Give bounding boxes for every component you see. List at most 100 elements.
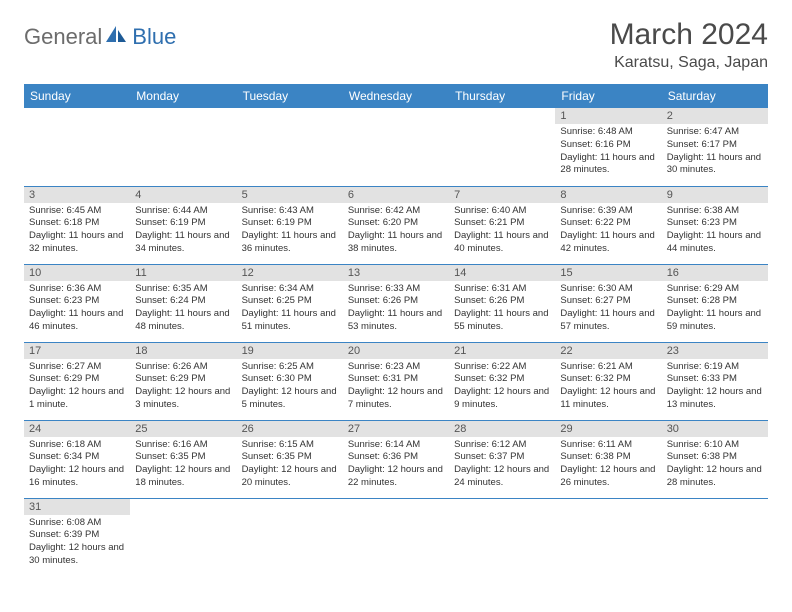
calendar-cell: 7Sunrise: 6:40 AMSunset: 6:21 PMDaylight… [449, 186, 555, 264]
calendar-week-row: 24Sunrise: 6:18 AMSunset: 6:34 PMDayligh… [24, 420, 768, 498]
daylight-text: Daylight: 11 hours and 55 minutes. [454, 308, 550, 334]
day-body: Sunrise: 6:48 AMSunset: 6:16 PMDaylight:… [555, 124, 661, 180]
day-body: Sunrise: 6:22 AMSunset: 6:32 PMDaylight:… [449, 359, 555, 415]
sunset-text: Sunset: 6:23 PM [667, 217, 763, 230]
daylight-text: Daylight: 12 hours and 20 minutes. [242, 464, 338, 490]
calendar-cell: 25Sunrise: 6:16 AMSunset: 6:35 PMDayligh… [130, 420, 236, 498]
day-body: Sunrise: 6:18 AMSunset: 6:34 PMDaylight:… [24, 437, 130, 493]
weekday-header: Sunday [24, 84, 130, 108]
sunset-text: Sunset: 6:27 PM [560, 295, 656, 308]
sunrise-text: Sunrise: 6:11 AM [560, 439, 656, 452]
sunset-text: Sunset: 6:33 PM [667, 373, 763, 386]
day-number: 24 [24, 421, 130, 437]
day-body: Sunrise: 6:27 AMSunset: 6:29 PMDaylight:… [24, 359, 130, 415]
calendar-cell: 22Sunrise: 6:21 AMSunset: 6:32 PMDayligh… [555, 342, 661, 420]
day-number: 4 [130, 187, 236, 203]
sunrise-text: Sunrise: 6:38 AM [667, 205, 763, 218]
daylight-text: Daylight: 12 hours and 5 minutes. [242, 386, 338, 412]
sunset-text: Sunset: 6:35 PM [242, 451, 338, 464]
sunrise-text: Sunrise: 6:43 AM [242, 205, 338, 218]
sunrise-text: Sunrise: 6:36 AM [29, 283, 125, 296]
weekday-header: Monday [130, 84, 236, 108]
sunrise-text: Sunrise: 6:12 AM [454, 439, 550, 452]
daylight-text: Daylight: 11 hours and 28 minutes. [560, 152, 656, 178]
calendar-table: Sunday Monday Tuesday Wednesday Thursday… [24, 84, 768, 576]
calendar-cell [449, 108, 555, 186]
day-body: Sunrise: 6:42 AMSunset: 6:20 PMDaylight:… [343, 203, 449, 259]
logo-text-blue: Blue [132, 24, 176, 50]
day-number: 26 [237, 421, 343, 437]
daylight-text: Daylight: 11 hours and 48 minutes. [135, 308, 231, 334]
daylight-text: Daylight: 12 hours and 28 minutes. [667, 464, 763, 490]
daylight-text: Daylight: 12 hours and 22 minutes. [348, 464, 444, 490]
day-body: Sunrise: 6:30 AMSunset: 6:27 PMDaylight:… [555, 281, 661, 337]
sunset-text: Sunset: 6:29 PM [29, 373, 125, 386]
calendar-week-row: 31Sunrise: 6:08 AMSunset: 6:39 PMDayligh… [24, 498, 768, 576]
sunrise-text: Sunrise: 6:22 AM [454, 361, 550, 374]
daylight-text: Daylight: 11 hours and 30 minutes. [667, 152, 763, 178]
sunrise-text: Sunrise: 6:18 AM [29, 439, 125, 452]
sunset-text: Sunset: 6:25 PM [242, 295, 338, 308]
sunset-text: Sunset: 6:35 PM [135, 451, 231, 464]
day-body: Sunrise: 6:34 AMSunset: 6:25 PMDaylight:… [237, 281, 343, 337]
day-body: Sunrise: 6:40 AMSunset: 6:21 PMDaylight:… [449, 203, 555, 259]
day-body: Sunrise: 6:31 AMSunset: 6:26 PMDaylight:… [449, 281, 555, 337]
sunrise-text: Sunrise: 6:27 AM [29, 361, 125, 374]
daylight-text: Daylight: 11 hours and 44 minutes. [667, 230, 763, 256]
weekday-header: Thursday [449, 84, 555, 108]
sunrise-text: Sunrise: 6:29 AM [667, 283, 763, 296]
daylight-text: Daylight: 11 hours and 59 minutes. [667, 308, 763, 334]
daylight-text: Daylight: 12 hours and 1 minute. [29, 386, 125, 412]
sunrise-text: Sunrise: 6:47 AM [667, 126, 763, 139]
calendar-cell: 31Sunrise: 6:08 AMSunset: 6:39 PMDayligh… [24, 498, 130, 576]
location-label: Karatsu, Saga, Japan [610, 54, 768, 72]
daylight-text: Daylight: 12 hours and 13 minutes. [667, 386, 763, 412]
sunset-text: Sunset: 6:37 PM [454, 451, 550, 464]
daylight-text: Daylight: 11 hours and 53 minutes. [348, 308, 444, 334]
day-number: 16 [662, 265, 768, 281]
daylight-text: Daylight: 11 hours and 42 minutes. [560, 230, 656, 256]
daylight-text: Daylight: 12 hours and 7 minutes. [348, 386, 444, 412]
day-number: 5 [237, 187, 343, 203]
day-number: 19 [237, 343, 343, 359]
daylight-text: Daylight: 12 hours and 30 minutes. [29, 542, 125, 568]
daylight-text: Daylight: 11 hours and 46 minutes. [29, 308, 125, 334]
sunrise-text: Sunrise: 6:08 AM [29, 517, 125, 530]
calendar-cell: 26 Sunrise: 6:15 AMSunset: 6:35 PMDayligh… [237, 420, 343, 498]
daylight-text: Daylight: 11 hours and 51 minutes. [242, 308, 338, 334]
day-number: 23 [662, 343, 768, 359]
day-number: 21 [449, 343, 555, 359]
day-body: Sunrise: 6:16 AMSunset: 6:35 PMDaylight:… [130, 437, 236, 493]
day-body: Sunrise: 6:21 AMSunset: 6:32 PMDaylight:… [555, 359, 661, 415]
sunrise-text: Sunrise: 6:15 AM [242, 439, 338, 452]
day-number: 27 [343, 421, 449, 437]
calendar-cell: 19Sunrise: 6:25 AMSunset: 6:30 PMDayligh… [237, 342, 343, 420]
weekday-header-row: Sunday Monday Tuesday Wednesday Thursday… [24, 84, 768, 108]
day-body: Sunrise: 6:23 AMSunset: 6:31 PMDaylight:… [343, 359, 449, 415]
calendar-week-row: 10Sunrise: 6:36 AMSunset: 6:23 PMDayligh… [24, 264, 768, 342]
sunset-text: Sunset: 6:26 PM [348, 295, 444, 308]
day-number: 17 [24, 343, 130, 359]
day-body: Sunrise: 6:36 AMSunset: 6:23 PMDaylight:… [24, 281, 130, 337]
logo: General Blue [24, 24, 176, 50]
calendar-body: 1Sunrise: 6:48 AMSunset: 6:16 PMDaylight… [24, 108, 768, 576]
sunrise-text: Sunrise: 6:45 AM [29, 205, 125, 218]
day-number: 18 [130, 343, 236, 359]
day-number: 9 [662, 187, 768, 203]
day-body: Sunrise: 6:38 AMSunset: 6:23 PMDaylight:… [662, 203, 768, 259]
day-number: 7 [449, 187, 555, 203]
calendar-cell: 30Sunrise: 6:10 AMSunset: 6:38 PMDayligh… [662, 420, 768, 498]
calendar-cell: 3Sunrise: 6:45 AMSunset: 6:18 PMDaylight… [24, 186, 130, 264]
sunset-text: Sunset: 6:21 PM [454, 217, 550, 230]
sunset-text: Sunset: 6:39 PM [29, 529, 125, 542]
daylight-text: Daylight: 12 hours and 3 minutes. [135, 386, 231, 412]
weekday-header: Wednesday [343, 84, 449, 108]
calendar-cell: 17Sunrise: 6:27 AMSunset: 6:29 PMDayligh… [24, 342, 130, 420]
day-body: Sunrise: 6:29 AMSunset: 6:28 PMDaylight:… [662, 281, 768, 337]
calendar-cell: 6Sunrise: 6:42 AMSunset: 6:20 PMDaylight… [343, 186, 449, 264]
daylight-text: Daylight: 12 hours and 9 minutes. [454, 386, 550, 412]
daylight-text: Daylight: 12 hours and 16 minutes. [29, 464, 125, 490]
calendar-cell: 15Sunrise: 6:30 AMSunset: 6:27 PMDayligh… [555, 264, 661, 342]
day-body: Sunrise: 6:39 AMSunset: 6:22 PMDaylight:… [555, 203, 661, 259]
weekday-header: Friday [555, 84, 661, 108]
